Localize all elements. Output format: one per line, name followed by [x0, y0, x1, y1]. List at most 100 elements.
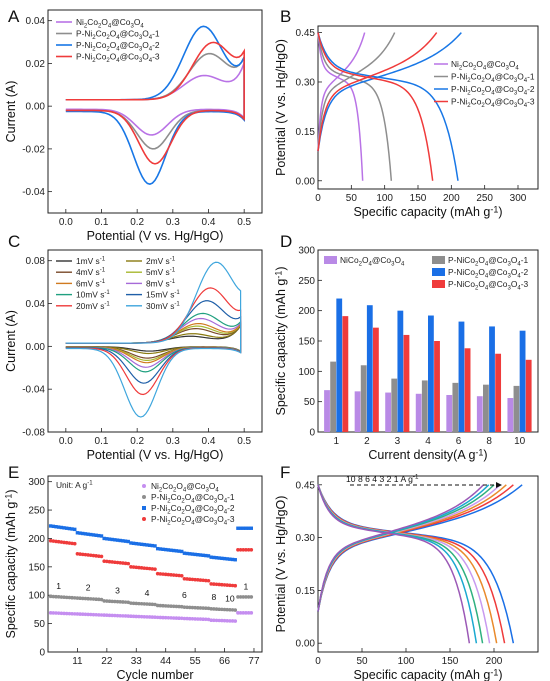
data-point — [206, 578, 211, 583]
data-point — [201, 553, 205, 557]
data-point — [51, 539, 56, 543]
x-tick-label: 50 — [356, 656, 368, 667]
data-point — [137, 565, 141, 570]
data-point — [91, 597, 96, 601]
data-point — [204, 553, 208, 558]
data-point — [51, 594, 56, 599]
bar — [324, 390, 330, 432]
y-tick-label: 250 — [298, 276, 315, 287]
data-point — [201, 578, 205, 583]
y-tick-label: 100 — [298, 367, 315, 378]
data-point — [89, 597, 93, 601]
data-point — [163, 615, 168, 620]
bar — [415, 393, 422, 432]
data-point — [99, 597, 104, 602]
x-tick-label: 150 — [410, 193, 427, 204]
x-tick-label: 200 — [443, 193, 460, 204]
data-point — [174, 549, 179, 553]
data-point — [238, 611, 243, 615]
x-axis-label: Potential (V vs. Hg/HgO) — [87, 229, 224, 243]
y-tick-label: 0.00 — [26, 102, 46, 113]
bar — [452, 382, 459, 432]
data-point — [198, 617, 203, 621]
discharge-curve — [317, 32, 364, 181]
bar — [360, 365, 367, 432]
data-point — [161, 615, 165, 620]
y-tick-label: 0.04 — [26, 299, 46, 310]
data-point — [177, 573, 181, 578]
bar — [403, 334, 410, 432]
data-point — [73, 527, 77, 532]
data-point — [110, 560, 114, 564]
data-point — [51, 524, 56, 529]
data-point — [62, 595, 66, 599]
data-point — [185, 605, 189, 610]
data-point — [72, 612, 77, 616]
data-point — [83, 612, 88, 617]
data-point — [145, 566, 149, 571]
x-tick-label: 0.1 — [95, 436, 109, 447]
data-point — [225, 607, 230, 612]
x-tick-label: 0 — [315, 656, 321, 667]
legend-label: Ni2Co2O4@Co3O4 — [151, 481, 219, 494]
data-point — [75, 531, 80, 535]
data-point — [105, 613, 109, 618]
bar — [513, 385, 520, 432]
data-point — [246, 611, 251, 615]
data-point — [177, 549, 181, 553]
data-point — [193, 552, 197, 557]
x-tick-label: 6 — [456, 436, 462, 447]
x-tick-label: 0.2 — [130, 436, 144, 447]
data-point — [150, 543, 155, 548]
y-tick-label: 200 — [298, 306, 315, 317]
data-point — [225, 557, 229, 561]
panel-a-frame — [47, 9, 263, 214]
panel-letter: D — [280, 232, 292, 251]
data-point — [174, 604, 179, 609]
data-point — [75, 551, 80, 556]
data-point — [72, 596, 77, 600]
data-point — [137, 614, 141, 619]
data-point — [139, 542, 144, 547]
panel-d: D 0 50 100 150 200 250 300 Current density(A g-1… — [274, 232, 539, 462]
data-point — [190, 577, 195, 582]
data-point — [64, 595, 69, 600]
data-point — [64, 611, 69, 616]
data-point — [142, 566, 147, 570]
data-point — [107, 599, 112, 604]
charge-curve — [317, 32, 438, 152]
data-point — [70, 541, 74, 546]
data-point — [169, 548, 173, 552]
data-point — [83, 532, 88, 536]
data-point — [204, 617, 208, 622]
data-point — [169, 573, 173, 577]
legend-label: 5mV s-1 — [146, 267, 176, 277]
data-point — [129, 541, 133, 545]
charge-curve — [317, 32, 366, 152]
y-tick-label: 0.45 — [296, 28, 316, 39]
data-point — [158, 603, 163, 608]
data-point — [59, 611, 64, 616]
data-point — [171, 604, 176, 609]
data-point — [115, 599, 120, 604]
data-point — [164, 547, 168, 552]
data-point — [233, 583, 238, 588]
discharge-curve — [317, 32, 393, 181]
data-point — [110, 537, 114, 542]
data-point — [179, 604, 184, 609]
data-point — [48, 538, 53, 543]
data-point — [80, 552, 85, 557]
data-point — [86, 612, 90, 617]
rate-label: 1 — [244, 582, 249, 592]
y-tick-label: 150 — [298, 337, 315, 348]
data-point — [139, 601, 144, 606]
data-point — [188, 552, 192, 556]
legend-label: NiCo2O4@Co3O4 — [340, 255, 405, 268]
x-tick-label: 200 — [486, 656, 503, 667]
data-point — [158, 572, 163, 576]
data-point — [113, 538, 117, 542]
legend-label: Ni2Co2O4@Co3O4 — [451, 59, 519, 72]
data-point — [62, 611, 66, 616]
data-point — [187, 616, 192, 621]
